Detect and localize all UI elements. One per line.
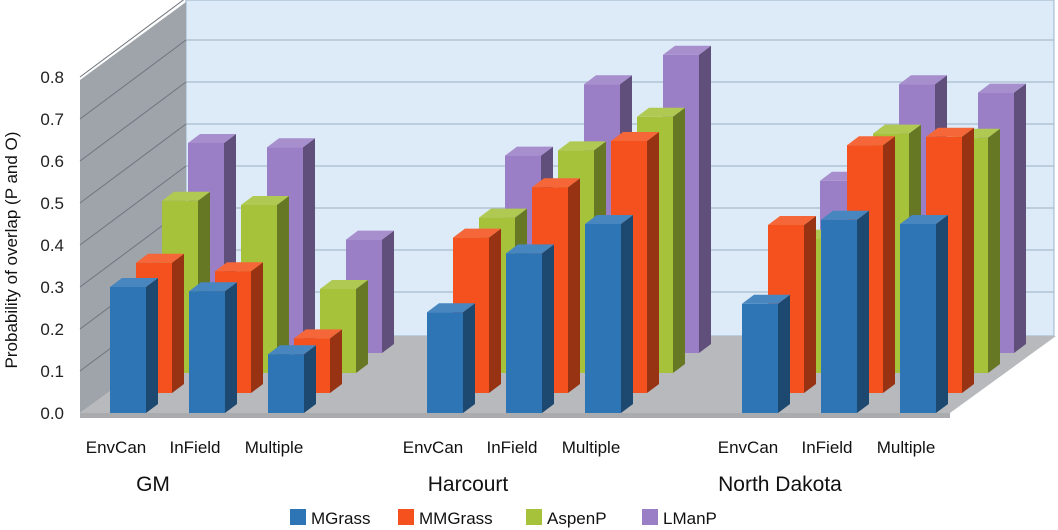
y-tick-label: 0.6 xyxy=(40,152,64,171)
y-axis-title: Probability of overlap (P and O) xyxy=(2,132,21,369)
bar-mgrass-harcourt-multiple xyxy=(585,215,633,413)
floor-edge xyxy=(80,413,950,418)
bar-mgrass-harcourt-envcan xyxy=(427,303,475,413)
category-label: EnvCan xyxy=(403,438,463,457)
bars xyxy=(110,45,1026,413)
gridline-side xyxy=(79,123,187,204)
legend-swatch xyxy=(526,509,542,525)
gridline-side xyxy=(79,39,187,120)
y-tick-label: 0.2 xyxy=(40,320,64,339)
legend-swatch xyxy=(290,509,306,525)
group-label: Harcourt xyxy=(428,473,509,496)
y-tick-labels: 0.0 0.1 0.2 0.3 0.4 0.5 0.6 0.7 0.8 xyxy=(40,68,64,423)
category-label: EnvCan xyxy=(86,438,146,457)
category-label: Multiple xyxy=(245,438,304,457)
group-labels: GM Harcourt North Dakota xyxy=(136,473,842,496)
legend-swatch xyxy=(642,509,658,525)
category-label: Multiple xyxy=(562,438,621,457)
group-label: North Dakota xyxy=(718,473,842,496)
gridline-side xyxy=(79,165,187,246)
legend-label: LManP xyxy=(663,509,717,528)
bar-mgrass-gm-envcan xyxy=(110,278,158,413)
legend-item-lmanp: LManP xyxy=(642,509,717,528)
legend: MGrass MMGrass AspenP LManP xyxy=(290,509,717,528)
bar-mgrass-gm-infield xyxy=(189,282,237,413)
legend-swatch xyxy=(398,509,414,525)
legend-item-mgrass: MGrass xyxy=(290,509,371,528)
legend-label: MMGrass xyxy=(419,509,493,528)
group-label: GM xyxy=(136,473,170,496)
category-label: Multiple xyxy=(877,438,936,457)
bar-mgrass-gm-multiple xyxy=(268,345,316,413)
category-label: EnvCan xyxy=(718,438,778,457)
bar-mgrass-north-dakota-multiple xyxy=(900,215,948,413)
y-tick-label: 0.7 xyxy=(40,110,64,129)
bar-mgrass-harcourt-infield xyxy=(506,244,554,413)
y-tick-label: 0.5 xyxy=(40,194,64,213)
gridline-side xyxy=(79,0,185,78)
y-tick-label: 0.1 xyxy=(40,362,64,381)
legend-item-aspenp: AspenP xyxy=(526,509,607,528)
bar-mgrass-north-dakota-envcan xyxy=(742,294,790,413)
legend-item-mmgrass: MMGrass xyxy=(398,509,493,528)
category-label: InField xyxy=(169,438,220,457)
category-label: InField xyxy=(486,438,537,457)
legend-label: AspenP xyxy=(547,509,607,528)
y-tick-label: 0.0 xyxy=(40,404,64,423)
y-tick-label: 0.8 xyxy=(40,68,64,87)
y-tick-label: 0.3 xyxy=(40,278,64,297)
category-label: InField xyxy=(801,438,852,457)
y-tick-label: 0.4 xyxy=(40,236,64,255)
bar-mgrass-north-dakota-infield xyxy=(821,210,869,413)
gridline-side xyxy=(79,81,187,162)
legend-label: MGrass xyxy=(311,509,371,528)
category-labels: EnvCan InField Multiple EnvCan InField Multip… xyxy=(86,438,936,457)
